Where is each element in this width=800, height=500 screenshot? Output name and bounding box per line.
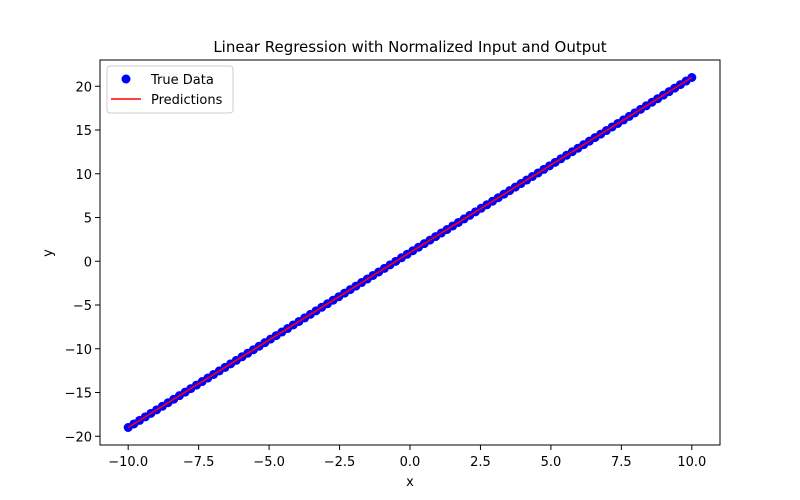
x-axis-label: x [406, 475, 414, 490]
x-tick-label: 2.5 [470, 455, 491, 470]
x-tick-label: 0.0 [400, 455, 421, 470]
y-tick-label: 5 [84, 212, 92, 227]
legend-label-true-data: True Data [150, 73, 214, 88]
y-axis-label: y [41, 249, 56, 257]
legend-marker-true-data [121, 74, 131, 84]
y-axis-ticks: −20 −15 −10 −5 0 5 10 15 20 [65, 80, 100, 445]
x-tick-label: 10.0 [677, 455, 706, 470]
y-tick-label: 10 [75, 168, 92, 183]
legend-label-predictions: Predictions [151, 93, 223, 108]
x-axis-ticks: −10.0 −7.5 −5.0 −2.5 0.0 2.5 5.0 7.5 10.0 [108, 445, 706, 470]
data-point [687, 73, 697, 82]
y-tick-label: −10 [65, 343, 92, 358]
y-tick-label: 20 [75, 80, 92, 95]
x-tick-label: 7.5 [611, 455, 632, 470]
chart-title: Linear Regression with Normalized Input … [213, 38, 606, 56]
x-tick-label: −5.0 [253, 455, 285, 470]
y-tick-label: 15 [75, 124, 92, 139]
x-tick-label: −2.5 [324, 455, 356, 470]
y-tick-label: 0 [84, 255, 92, 270]
y-tick-label: −20 [65, 430, 92, 445]
x-tick-label: 5.0 [541, 455, 562, 470]
y-tick-label: −15 [65, 387, 92, 402]
legend: True Data Predictions [106, 65, 234, 114]
y-tick-label: −5 [73, 299, 92, 314]
x-tick-label: −10.0 [108, 455, 148, 470]
predictions-line [127, 76, 693, 429]
x-tick-label: −7.5 [183, 455, 215, 470]
legend-frame [106, 65, 234, 114]
